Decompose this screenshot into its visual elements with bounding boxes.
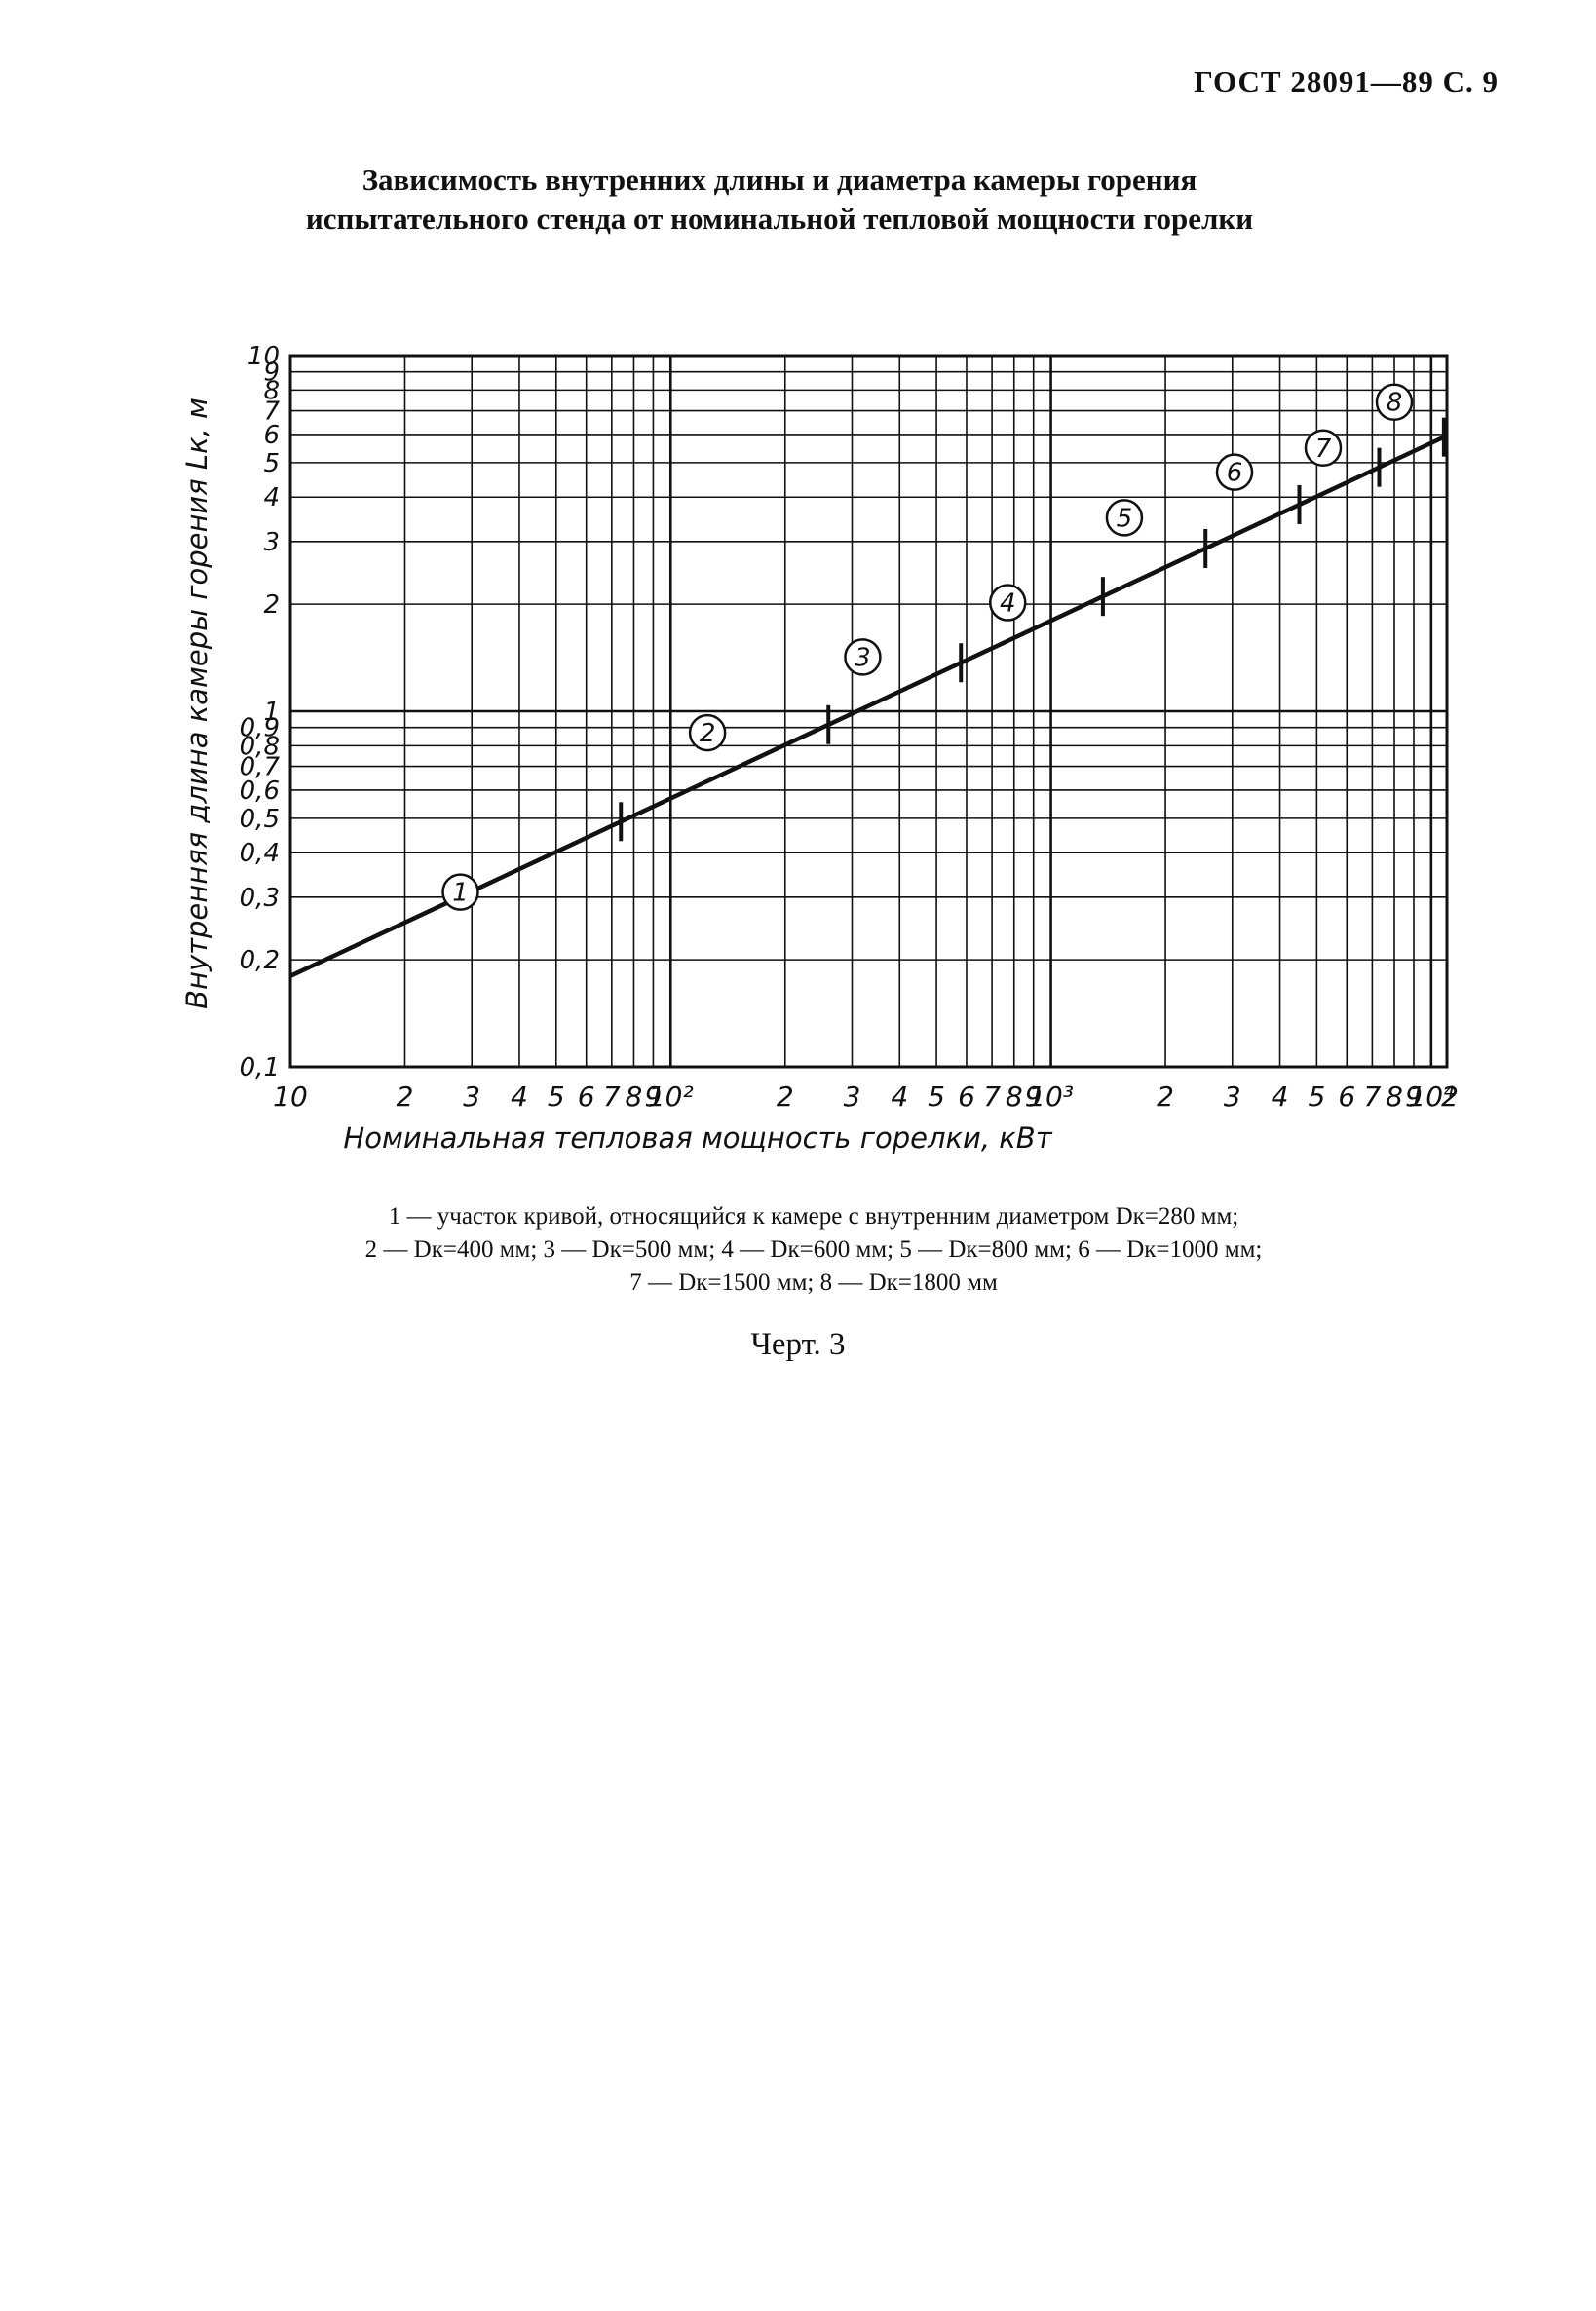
series-layer xyxy=(289,417,1446,978)
legend-row-1: 1 — участок кривой, относящийся к камере… xyxy=(388,1203,1239,1230)
y-tick-label: 6 xyxy=(263,421,280,450)
y-tick-label: 10 xyxy=(247,342,280,371)
x-tick-label: 4 xyxy=(511,1080,528,1113)
segment-marker-circle xyxy=(1105,499,1144,537)
x-tick-label: 7 xyxy=(983,1080,1001,1113)
chart-title-line-2: испытательного стенда от номинальной теп… xyxy=(305,202,1254,236)
chart-grid xyxy=(288,356,1447,1069)
legend-row-3: 7 — Dк=1500 мм; 8 — Dк=1800 мм xyxy=(629,1269,998,1296)
x-tick-label: 5 xyxy=(548,1080,565,1113)
y-tick-label: 0,5 xyxy=(240,805,280,834)
segment-marker-circle xyxy=(1215,453,1254,491)
x-tick-label: 10⁴ xyxy=(1408,1080,1454,1113)
y-tick-label: 0,2 xyxy=(240,946,280,975)
y-tick-label: 1 xyxy=(263,698,280,727)
x-tick-label: 10² xyxy=(648,1080,694,1113)
chart-title-line-1: Зависимость внутренних длины и диаметра … xyxy=(361,163,1197,197)
x-tick-label: 2 xyxy=(1441,1080,1459,1113)
y-tick-label: 8 xyxy=(263,376,280,405)
x-tick-label: 8 xyxy=(1006,1080,1023,1113)
y-tick-label: 4 xyxy=(263,483,280,512)
x-tick-label: 8 xyxy=(626,1080,643,1113)
x-tick-label: 2 xyxy=(1157,1080,1174,1113)
segment-marker-label: 4 xyxy=(1000,589,1016,619)
x-tick-label: 10³ xyxy=(1028,1080,1074,1113)
x-tick-label: 3 xyxy=(463,1080,480,1113)
x-tick-label: 4 xyxy=(1272,1080,1289,1113)
x-axis-label: Номинальная тепловая мощность горелки, к… xyxy=(343,1121,1052,1155)
y-tick-label: 0,8 xyxy=(240,732,280,761)
segment-marker-label: 3 xyxy=(855,643,871,672)
x-tick-label: 6 xyxy=(578,1080,595,1113)
figure-caption: Черт. 3 xyxy=(750,1327,846,1362)
segment-marker-circle xyxy=(1375,383,1414,421)
x-tick-label: 9 xyxy=(1025,1080,1043,1113)
segment-marker-circle xyxy=(441,873,479,911)
segment-marker-label: 8 xyxy=(1387,389,1403,418)
y-tick-label: 0,4 xyxy=(240,839,280,868)
x-tick-label: 5 xyxy=(1308,1080,1325,1113)
y-tick-label: 5 xyxy=(263,449,280,478)
y-tick-label: 0,3 xyxy=(240,884,280,913)
segment-marker-circle xyxy=(844,638,882,676)
y-tick-label: 9 xyxy=(263,359,280,388)
x-tick-label: 3 xyxy=(1224,1080,1241,1113)
x-tick-label: 2 xyxy=(777,1080,794,1113)
segment-markers: 1 2 3 4 5 6 7 8 xyxy=(441,383,1414,911)
segment-marker-circle xyxy=(989,584,1027,622)
x-tick-label: 7 xyxy=(1363,1080,1381,1113)
y-tick-label: 3 xyxy=(263,528,280,557)
segment-marker-label: 5 xyxy=(1117,504,1133,533)
x-tick-label: 3 xyxy=(844,1080,861,1113)
segment-marker-label: 1 xyxy=(452,879,469,908)
x-tick-label: 6 xyxy=(1338,1080,1355,1113)
plot-frame xyxy=(288,354,1449,1069)
x-tick-label: 4 xyxy=(891,1080,908,1113)
x-tick-label: 8 xyxy=(1386,1080,1403,1113)
x-tick-label: 5 xyxy=(928,1080,945,1113)
x-tick-label: 6 xyxy=(958,1080,975,1113)
y-tick-label: 7 xyxy=(263,398,280,427)
y-tick-label: 0,7 xyxy=(240,753,281,782)
y-tick-label: 0,6 xyxy=(240,777,280,806)
segment-marker-label: 7 xyxy=(1315,435,1332,464)
x-tick-label: 7 xyxy=(603,1080,621,1113)
segment-marker-circle xyxy=(1304,429,1343,468)
chart-title: Зависимость внутренних длины и диаметра … xyxy=(195,161,1364,239)
legend: 1 — участок кривой, относящийся к камере… xyxy=(185,1200,1442,1300)
x-tick-label: 10 xyxy=(273,1080,308,1113)
x-tick-label: 9 xyxy=(1405,1080,1423,1113)
x-tick-label: 9 xyxy=(645,1080,663,1113)
legend-row-2: 2 — Dк=400 мм; 3 — Dк=500 мм; 4 — Dк=600… xyxy=(364,1236,1263,1263)
x-tick-label: 2 xyxy=(397,1080,414,1113)
segment-marker-label: 6 xyxy=(1227,459,1243,488)
y-tick-label: 0,1 xyxy=(240,1053,280,1082)
y-tick-label: 2 xyxy=(263,590,280,620)
y-axis-label: Внутренняя длина камеры горения Lк, м xyxy=(180,398,213,1009)
page-header: ГОСТ 28091—89 С. 9 xyxy=(1194,64,1499,98)
segment-marker-label: 2 xyxy=(700,719,716,748)
y-tick-label: 0,9 xyxy=(240,714,280,743)
segment-marker-circle xyxy=(688,713,727,752)
series-line xyxy=(289,435,1445,978)
